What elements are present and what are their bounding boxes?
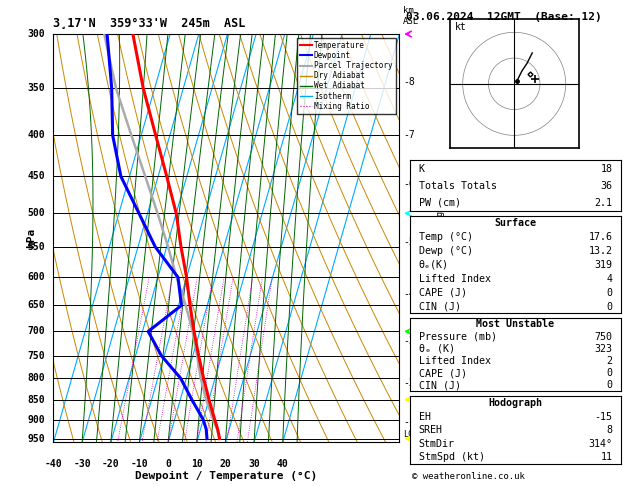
Text: -7: -7 xyxy=(403,130,415,140)
Text: -2: -2 xyxy=(403,379,415,388)
Text: StmSpd (kt): StmSpd (kt) xyxy=(418,452,484,462)
Text: 3: 3 xyxy=(155,446,159,452)
Text: -40: -40 xyxy=(45,459,62,469)
Text: -4: -4 xyxy=(403,290,415,299)
Text: Hodograph: Hodograph xyxy=(489,398,542,408)
Text: 0: 0 xyxy=(606,288,613,297)
Text: 950: 950 xyxy=(27,434,45,444)
Text: 20: 20 xyxy=(220,459,231,469)
Text: K: K xyxy=(418,164,425,174)
Text: -8: -8 xyxy=(403,77,415,87)
Text: EH: EH xyxy=(418,412,430,421)
Text: -30: -30 xyxy=(74,459,91,469)
Text: -10: -10 xyxy=(131,459,148,469)
Text: 850: 850 xyxy=(27,395,45,404)
Text: Pressure (mb): Pressure (mb) xyxy=(418,331,496,342)
Text: 500: 500 xyxy=(27,208,45,218)
Text: CAPE (J): CAPE (J) xyxy=(418,368,467,378)
Text: 0: 0 xyxy=(606,380,613,390)
Text: 1: 1 xyxy=(115,446,120,452)
Text: Mixing Ratio (g/kg): Mixing Ratio (g/kg) xyxy=(437,191,445,286)
Text: Lifted Index: Lifted Index xyxy=(418,274,491,284)
Text: CIN (J): CIN (J) xyxy=(418,301,460,312)
Text: Lifted Index: Lifted Index xyxy=(418,356,491,366)
Text: Dewpoint / Temperature (°C): Dewpoint / Temperature (°C) xyxy=(135,471,318,481)
Text: 2: 2 xyxy=(606,356,613,366)
Text: 450: 450 xyxy=(27,172,45,181)
Text: -6: -6 xyxy=(403,179,415,189)
Text: 25: 25 xyxy=(243,446,252,452)
Text: 4: 4 xyxy=(166,446,170,452)
Text: 10: 10 xyxy=(201,446,211,452)
Text: 900: 900 xyxy=(27,415,45,425)
Text: 350: 350 xyxy=(27,83,45,93)
Text: hPa: hPa xyxy=(26,228,36,248)
Text: 13.2: 13.2 xyxy=(588,246,613,256)
Text: 17.6: 17.6 xyxy=(588,232,613,242)
Text: 20: 20 xyxy=(233,446,242,452)
Text: 2.1: 2.1 xyxy=(594,198,613,208)
Text: PW (cm): PW (cm) xyxy=(418,198,460,208)
Text: 3¸17'N  359°33'W  245m  ASL: 3¸17'N 359°33'W 245m ASL xyxy=(53,17,246,30)
Text: 2: 2 xyxy=(140,446,144,452)
Text: -3: -3 xyxy=(403,336,415,347)
Text: -20: -20 xyxy=(102,459,120,469)
Text: 0: 0 xyxy=(606,368,613,378)
Text: 319: 319 xyxy=(594,260,613,270)
Text: 750: 750 xyxy=(594,331,613,342)
Text: LCL: LCL xyxy=(403,431,418,439)
Text: 30: 30 xyxy=(248,459,260,469)
Text: -15: -15 xyxy=(594,412,613,421)
Text: θₑ (K): θₑ (K) xyxy=(418,344,455,354)
Text: 16: 16 xyxy=(222,446,231,452)
Text: 400: 400 xyxy=(27,130,45,140)
Text: 10: 10 xyxy=(191,459,203,469)
Text: 0: 0 xyxy=(165,459,171,469)
Text: CIN (J): CIN (J) xyxy=(418,380,460,390)
Text: © weatheronline.co.uk: © weatheronline.co.uk xyxy=(412,472,525,481)
Text: 8: 8 xyxy=(194,446,199,452)
Text: Dewp (°C): Dewp (°C) xyxy=(418,246,472,256)
Text: 03.06.2024  12GMT  (Base: 12): 03.06.2024 12GMT (Base: 12) xyxy=(406,12,601,22)
Text: -1: -1 xyxy=(403,417,415,427)
Text: CAPE (J): CAPE (J) xyxy=(418,288,467,297)
Text: 300: 300 xyxy=(27,29,45,39)
Text: θₑ(K): θₑ(K) xyxy=(418,260,448,270)
Text: 600: 600 xyxy=(27,272,45,282)
Text: -5: -5 xyxy=(403,237,415,247)
Text: 8: 8 xyxy=(606,425,613,435)
Text: 650: 650 xyxy=(27,300,45,311)
Text: 750: 750 xyxy=(27,350,45,361)
Text: 11: 11 xyxy=(601,452,613,462)
Text: 800: 800 xyxy=(27,373,45,383)
Text: km
ASL: km ASL xyxy=(403,6,419,26)
Text: StmDir: StmDir xyxy=(418,439,455,449)
Text: Most Unstable: Most Unstable xyxy=(476,319,555,330)
Text: 700: 700 xyxy=(27,327,45,336)
Text: kt: kt xyxy=(455,22,467,32)
Legend: Temperature, Dewpoint, Parcel Trajectory, Dry Adiabat, Wet Adiabat, Isotherm, Mi: Temperature, Dewpoint, Parcel Trajectory… xyxy=(297,38,396,114)
Text: Totals Totals: Totals Totals xyxy=(418,181,496,191)
Text: 0: 0 xyxy=(606,301,613,312)
Text: 6: 6 xyxy=(182,446,187,452)
Text: 550: 550 xyxy=(27,242,45,252)
Text: 323: 323 xyxy=(594,344,613,354)
Text: 40: 40 xyxy=(277,459,289,469)
Text: Temp (°C): Temp (°C) xyxy=(418,232,472,242)
Text: Surface: Surface xyxy=(494,218,537,228)
Text: 18: 18 xyxy=(601,164,613,174)
Text: SREH: SREH xyxy=(418,425,443,435)
Text: 36: 36 xyxy=(601,181,613,191)
Text: 4: 4 xyxy=(606,274,613,284)
Text: 314°: 314° xyxy=(588,439,613,449)
